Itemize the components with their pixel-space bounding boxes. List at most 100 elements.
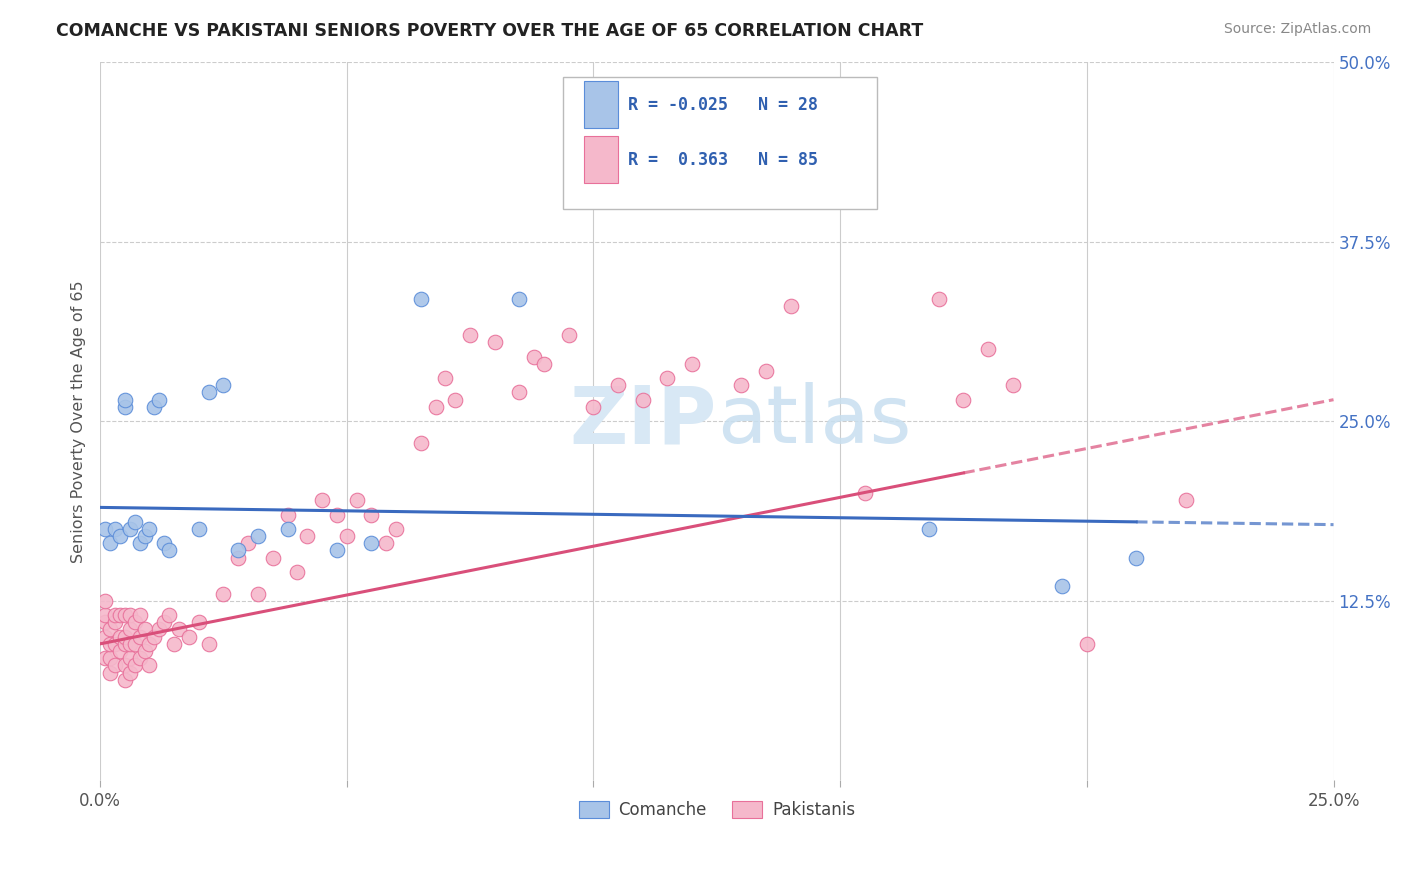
Point — [98, 651, 121, 665]
Point — [212, 586, 235, 600]
Point — [187, 615, 209, 630]
Point — [236, 536, 259, 550]
Y-axis label: Seniors Poverty Over the Age of 65: Seniors Poverty Over the Age of 65 — [72, 280, 86, 563]
Point — [558, 328, 581, 343]
Point — [148, 623, 170, 637]
Point — [98, 665, 121, 680]
Point — [533, 357, 555, 371]
Point — [952, 392, 974, 407]
Point — [1050, 579, 1073, 593]
Point — [128, 651, 150, 665]
Point — [108, 608, 131, 623]
Point — [197, 637, 219, 651]
Point — [582, 400, 605, 414]
Point — [1001, 378, 1024, 392]
Point — [114, 637, 136, 651]
Point — [98, 536, 121, 550]
Point — [853, 486, 876, 500]
Point — [755, 364, 778, 378]
Point — [484, 335, 506, 350]
Point — [118, 608, 141, 623]
Point — [360, 536, 382, 550]
Point — [143, 630, 166, 644]
Point — [425, 400, 447, 414]
FancyBboxPatch shape — [583, 81, 619, 128]
Point — [157, 608, 180, 623]
Point — [444, 392, 467, 407]
Point — [94, 593, 117, 607]
Point — [94, 615, 117, 630]
Point — [409, 435, 432, 450]
Point — [124, 515, 146, 529]
Point — [98, 623, 121, 637]
Point — [138, 637, 160, 651]
Point — [385, 522, 408, 536]
Point — [163, 637, 186, 651]
Point — [98, 637, 121, 651]
Point — [108, 529, 131, 543]
Point — [134, 644, 156, 658]
Point — [607, 378, 630, 392]
Point — [104, 522, 127, 536]
Point — [153, 536, 176, 550]
Point — [262, 550, 284, 565]
Point — [297, 529, 319, 543]
Point — [631, 392, 654, 407]
Point — [523, 350, 546, 364]
Point — [1076, 637, 1098, 651]
Point — [434, 371, 457, 385]
Point — [94, 630, 117, 644]
Point — [104, 658, 127, 673]
Point — [148, 392, 170, 407]
Point — [508, 385, 530, 400]
Point — [287, 565, 309, 579]
Point — [409, 292, 432, 306]
Point — [326, 508, 349, 522]
Point — [326, 543, 349, 558]
Point — [779, 299, 801, 313]
Text: ZIP: ZIP — [569, 382, 717, 460]
Point — [1125, 550, 1147, 565]
Point — [177, 630, 200, 644]
Text: Source: ZipAtlas.com: Source: ZipAtlas.com — [1223, 22, 1371, 37]
Point — [977, 343, 1000, 357]
Point — [153, 615, 176, 630]
Point — [197, 385, 219, 400]
Point — [128, 630, 150, 644]
Point — [187, 522, 209, 536]
Point — [114, 400, 136, 414]
Point — [277, 508, 299, 522]
Point — [118, 665, 141, 680]
FancyBboxPatch shape — [583, 136, 619, 183]
Point — [157, 543, 180, 558]
Point — [94, 608, 117, 623]
Point — [360, 508, 382, 522]
FancyBboxPatch shape — [562, 77, 877, 210]
Point — [114, 673, 136, 687]
Point — [143, 400, 166, 414]
Point — [336, 529, 359, 543]
Point — [104, 637, 127, 651]
Point — [118, 651, 141, 665]
Point — [94, 651, 117, 665]
Point — [108, 644, 131, 658]
Point — [247, 529, 270, 543]
Point — [134, 623, 156, 637]
Point — [104, 615, 127, 630]
Point — [226, 543, 249, 558]
Point — [730, 378, 752, 392]
Text: R =  0.363   N = 85: R = 0.363 N = 85 — [628, 151, 818, 169]
Text: atlas: atlas — [717, 382, 911, 460]
Point — [118, 522, 141, 536]
Point — [94, 522, 117, 536]
Point — [128, 608, 150, 623]
Point — [118, 637, 141, 651]
Point — [311, 493, 333, 508]
Point — [114, 658, 136, 673]
Point — [134, 529, 156, 543]
Point — [458, 328, 481, 343]
Point — [167, 623, 190, 637]
Point — [124, 658, 146, 673]
Point — [657, 371, 679, 385]
Point — [346, 493, 368, 508]
